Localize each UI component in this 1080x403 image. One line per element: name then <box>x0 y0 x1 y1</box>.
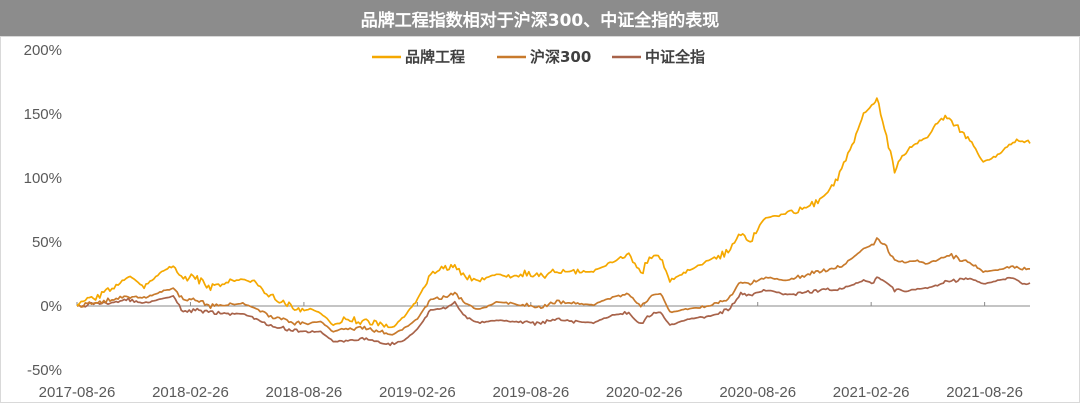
y-tick-label: 100% <box>24 170 62 187</box>
y-tick-label: 150% <box>24 106 62 123</box>
line-chart: 200% 150% 100% 50% 0% -50% 2017-08-26 2018-02-… <box>0 36 1080 403</box>
series-line-2 <box>76 237 1031 336</box>
legend: 品牌工程 沪深300 中证全指 <box>372 48 705 66</box>
x-tick-label: 2018-08-26 <box>266 384 343 401</box>
chart-title: 品牌工程指数相对于沪深300、中证全指的表现 <box>0 0 1080 36</box>
series-layer <box>76 97 1031 347</box>
legend-label: 中证全指 <box>645 48 705 66</box>
x-tick-label: 2021-02-26 <box>833 384 910 401</box>
x-tick-label: 2019-02-26 <box>379 384 456 401</box>
y-tick-label: 50% <box>32 234 62 251</box>
y-axis: 200% 150% 100% 50% 0% -50% <box>24 42 62 379</box>
x-tick-label: 2019-08-26 <box>492 384 569 401</box>
legend-label: 沪深300 <box>530 48 591 66</box>
plot-frame <box>0 36 1080 403</box>
series-line-3 <box>76 276 1031 347</box>
series-line-1 <box>76 97 1031 329</box>
x-tick-label: 2018-02-26 <box>152 384 229 401</box>
y-tick-label: 0% <box>40 298 62 315</box>
y-tick-label: -50% <box>27 362 62 379</box>
x-axis: 2017-08-26 2018-02-26 2018-08-26 2019-02-26… <box>39 302 1030 401</box>
x-tick-label: 2020-08-26 <box>719 384 796 401</box>
x-tick-label: 2021-08-26 <box>946 384 1023 401</box>
x-tick-label: 2020-02-26 <box>606 384 683 401</box>
y-tick-label: 200% <box>24 42 62 59</box>
x-tick-label: 2017-08-26 <box>39 384 116 401</box>
legend-label: 品牌工程 <box>405 48 465 66</box>
